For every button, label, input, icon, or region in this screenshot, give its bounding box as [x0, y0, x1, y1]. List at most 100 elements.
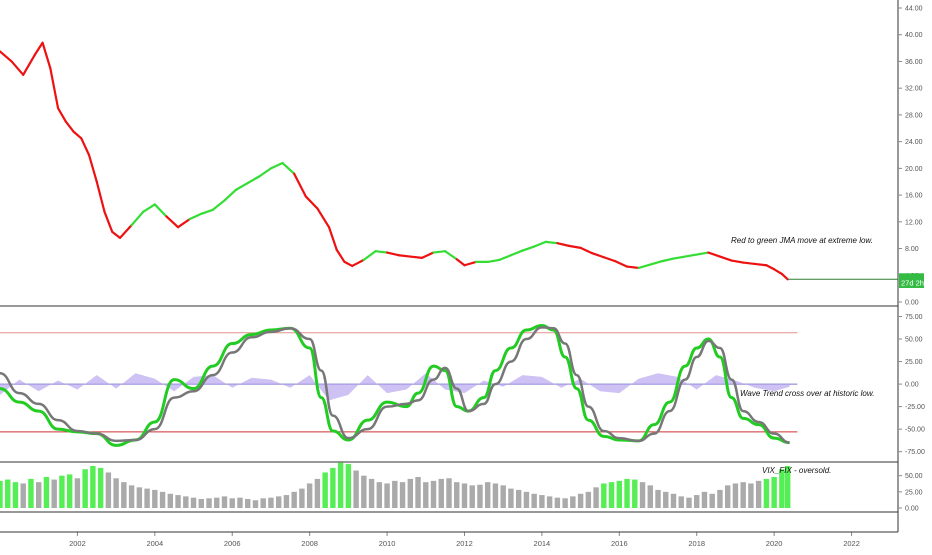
jma-segment: [258, 167, 273, 178]
vix-fix-bar: [252, 500, 259, 508]
x-tick-label: 2002: [69, 539, 86, 548]
vix-fix-bar: [175, 495, 181, 508]
jma-segment: [103, 210, 114, 233]
jma-segment: [41, 41, 52, 70]
wt-y-tick-label: 50.00: [905, 337, 923, 344]
vix-fix-bar: [717, 489, 723, 508]
vix-fix-bar: [461, 483, 468, 508]
vix-fix-bar: [647, 485, 653, 508]
vix-fix-bar: [709, 493, 715, 508]
x-tick-label: 2014: [534, 539, 551, 548]
vix-fix-bar: [407, 478, 414, 508]
vix-y-tick-label: 25.00: [905, 489, 923, 496]
jma-segment: [730, 259, 745, 264]
vix-fix-bar: [399, 482, 406, 508]
price-y-tick-label: 0.00: [905, 300, 919, 307]
jma-segment: [695, 251, 710, 256]
price-y-tick-label: 12.00: [905, 219, 923, 226]
vix-fix-bar: [454, 482, 460, 508]
vix-fix-bar: [43, 476, 50, 508]
wt-y-tick-label: 0.00: [905, 382, 919, 389]
vix-fix-bar: [771, 476, 777, 508]
vix-fix-bar: [314, 478, 321, 508]
jma-segment: [22, 53, 36, 76]
vix-fix-bar: [546, 496, 553, 508]
vix-fix-bar: [585, 491, 592, 508]
jma-segment: [486, 258, 501, 264]
vix-fix-bar: [392, 480, 398, 508]
x-axis: 2002 2004 2006 2008 2010 2012 2014 2016 2018 2020…: [0, 531, 898, 548]
price-y-tick-label: 32.00: [905, 86, 923, 93]
x-tick-label: 2020: [766, 539, 783, 548]
jma-segment: [579, 246, 594, 255]
vix-fix-bar: [353, 470, 359, 508]
vix-fix-bar: [701, 491, 708, 508]
jma-segment: [176, 218, 191, 229]
vix-fix-bar: [35, 482, 42, 508]
vix-fix-bar: [90, 466, 96, 508]
vix-fix-bar: [330, 467, 336, 508]
price-y-tick-label: 20.00: [905, 166, 923, 173]
vix-fix-bar: [423, 482, 429, 508]
vix-fix-annotation: VIX_FIX - oversold.: [762, 466, 831, 475]
wt-y-tick-label: 25.00: [905, 359, 923, 366]
price-y-tick-label: 36.00: [905, 59, 923, 66]
vix-fix-bar: [20, 483, 26, 508]
jma-segment: [211, 199, 226, 211]
vix-fix-bar: [345, 464, 352, 508]
vix-fix-bar: [577, 493, 584, 508]
vix-fix-bar: [469, 485, 475, 508]
jma-segment: [397, 254, 412, 258]
vix-fix-bar: [562, 498, 568, 508]
vix-fix-bar: [167, 493, 174, 508]
countdown-badge: [899, 277, 924, 288]
jma-segment: [343, 260, 354, 268]
vix-fix-bar: [570, 496, 576, 508]
vix-fix-bar: [183, 496, 189, 508]
vix-fix-bar: [5, 479, 11, 508]
vix-fix-bar: [593, 487, 599, 508]
jma-segment: [200, 208, 214, 215]
vix-fix-bar: [206, 498, 212, 508]
vix-fix-bar: [686, 497, 692, 508]
vix-fix-bar: [740, 482, 746, 508]
vix-fix-bar: [190, 497, 197, 508]
vix-fix-bar: [784, 466, 791, 508]
price-y-tick-label: 16.00: [905, 193, 923, 200]
jma-segment: [351, 258, 365, 268]
vix-fix-bar: [105, 472, 112, 508]
jma-segment: [637, 263, 652, 270]
vix-fix-bar: [245, 498, 251, 508]
jma-segment: [0, 50, 13, 63]
vix-fix-bar: [268, 497, 274, 508]
jma-segment: [533, 240, 547, 248]
x-tick-label: 2004: [146, 539, 163, 548]
vix-y-tick-label: 0.00: [905, 506, 919, 513]
vix-fix-bar: [97, 467, 104, 508]
jma-segment: [556, 242, 571, 247]
wt1-line: [0, 324, 790, 447]
jma-segment: [385, 251, 400, 257]
vix-fix-bar: [748, 483, 754, 508]
jma-segment: [444, 250, 458, 261]
jma-segment: [111, 230, 122, 239]
vix-fix-bar: [477, 484, 483, 508]
jma-segment: [509, 249, 524, 257]
jma-segment: [463, 260, 478, 267]
vix-fix-bar: [430, 480, 437, 508]
jma-segment: [672, 255, 687, 260]
x-tick-label: 2018: [688, 539, 705, 548]
vix-fix-bar: [121, 482, 127, 508]
wave-trend-panel: 75.00 50.00 25.00 0.00 -25.00 -50.00 -75.00: [0, 314, 925, 456]
x-tick-label: 2008: [301, 539, 318, 548]
jma-segment: [87, 153, 98, 183]
vix-fix-bar: [361, 475, 367, 508]
jma-segment: [153, 203, 168, 218]
vix-fix-bar: [779, 469, 785, 508]
vix-fix-bar: [260, 498, 266, 508]
vix-fix-bar: [732, 483, 739, 508]
vix-fix-bar: [144, 488, 150, 508]
vix-fix-bar: [237, 497, 243, 508]
vix-fix-bar: [616, 480, 623, 508]
jma-segment: [118, 224, 133, 239]
